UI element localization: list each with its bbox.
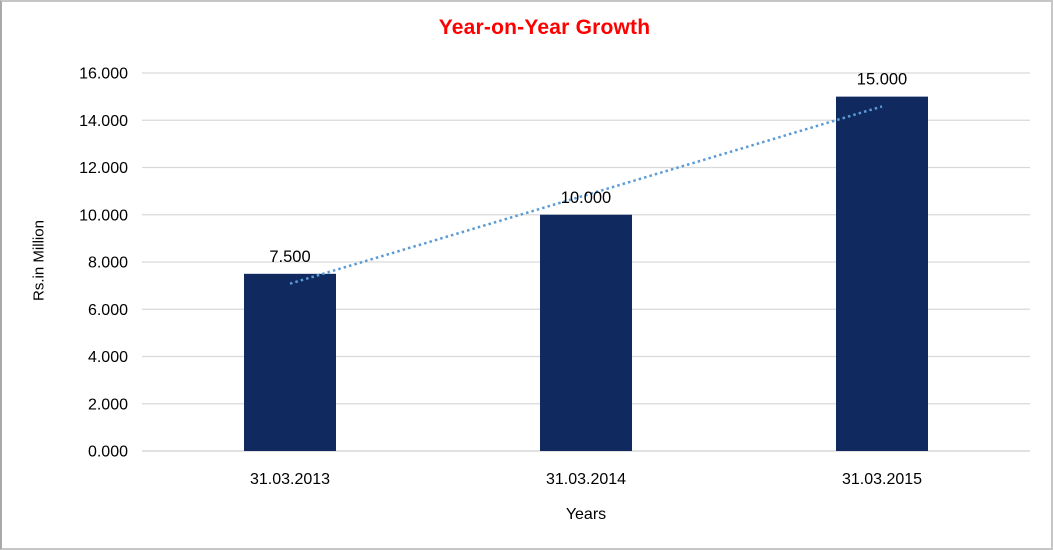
bar	[244, 273, 336, 451]
y-tick-label: 14.000	[79, 113, 128, 130]
data-label: 10.000	[561, 189, 611, 207]
y-tick-label: 8.000	[88, 255, 128, 272]
x-tick-label: 31.03.2013	[250, 471, 330, 488]
data-label: 15.000	[857, 71, 907, 89]
y-tick-label: 2.000	[88, 396, 128, 413]
bar	[540, 214, 632, 451]
y-tick-label: 0.000	[88, 444, 128, 461]
y-tick-label: 12.000	[79, 160, 128, 177]
bar	[836, 96, 928, 451]
y-tick-label: 16.000	[79, 66, 128, 83]
y-tick-label: 4.000	[88, 349, 128, 366]
chart-title: Year-on-Year Growth	[438, 16, 651, 39]
y-tick-label: 6.000	[88, 302, 128, 319]
x-tick-label: 31.03.2015	[842, 471, 922, 488]
trendline	[289, 105, 883, 285]
y-tick-label: 10.000	[79, 207, 128, 224]
data-label: 7.500	[269, 248, 310, 266]
x-axis-title: Years	[565, 506, 607, 523]
x-tick-label: 31.03.2014	[546, 471, 626, 488]
